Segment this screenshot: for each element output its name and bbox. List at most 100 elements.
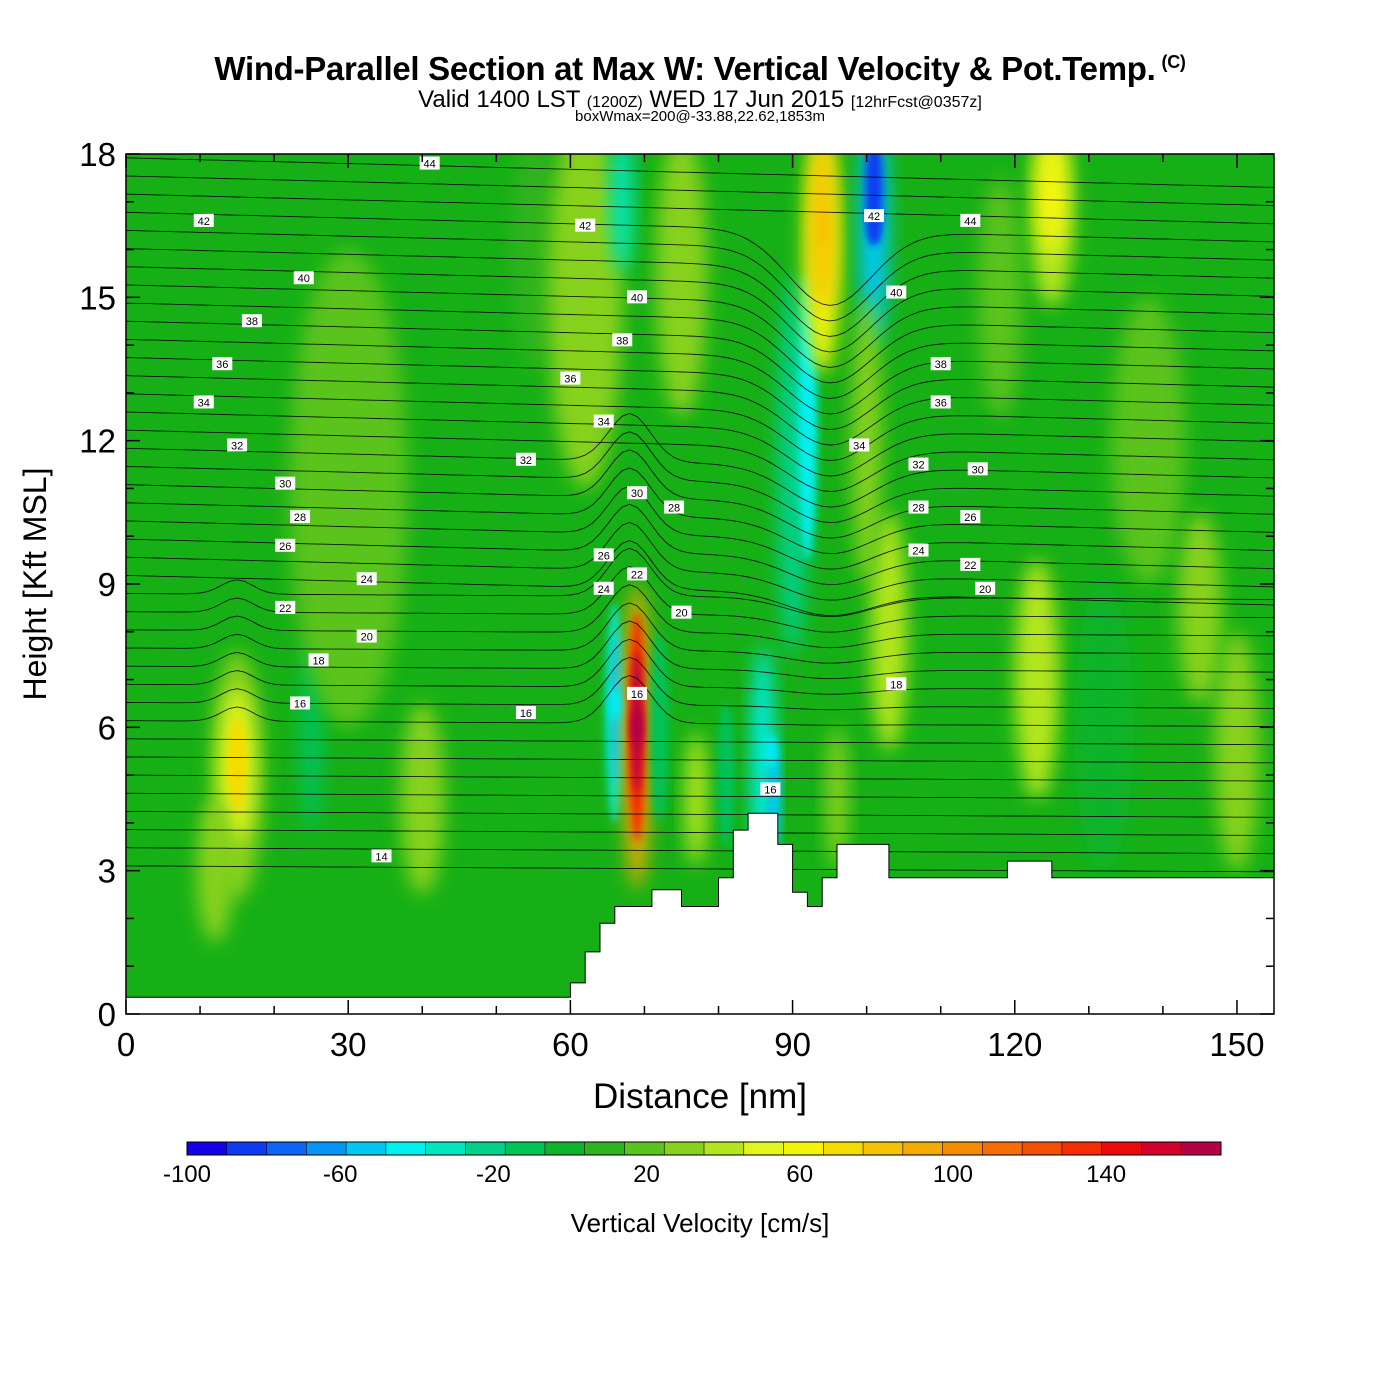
colorbar-tick-label: -20 — [476, 1161, 511, 1188]
theta-contour — [126, 467, 1274, 555]
theta-label-box — [515, 452, 536, 466]
colorbar-swatch — [266, 1142, 307, 1155]
theta-label: 28 — [664, 500, 685, 515]
valid-lst: Valid 1400 LST — [418, 86, 581, 113]
theta-label-box — [886, 677, 907, 691]
theta-label-box — [960, 510, 981, 524]
theta-contour — [126, 193, 1274, 225]
theta-contour — [126, 847, 1274, 855]
theta-label: 16 — [627, 686, 648, 701]
theta-label: 18 — [308, 653, 329, 667]
theta-contour — [126, 320, 1274, 399]
theta-contour — [126, 266, 1274, 353]
forecast-info: [12hrFcst@0357z] — [850, 94, 982, 111]
chart-title: Wind-Parallel Section at Max W: Vertical… — [0, 50, 1400, 88]
theta-label-box — [356, 629, 377, 643]
theta-label-box — [212, 357, 233, 371]
theta-label-box — [419, 156, 440, 170]
theta-contour — [126, 485, 1274, 570]
theta-label-box — [290, 510, 311, 524]
theta-label: 30 — [627, 486, 648, 500]
theta-contour — [126, 810, 1274, 818]
w-blob — [825, 727, 849, 871]
w-blob — [685, 732, 708, 866]
colorbar-swatch — [743, 1142, 785, 1155]
theta-label-text: 32 — [520, 455, 532, 467]
theta-label-text: 38 — [935, 359, 947, 371]
colorbar-swatch — [863, 1142, 904, 1155]
theta-label: 36 — [560, 371, 581, 386]
theta-label-box — [290, 696, 311, 710]
theta-label-text: 18 — [890, 679, 902, 691]
theta-label-text: 16 — [764, 784, 776, 796]
y-tick-label: 0 — [98, 996, 116, 1033]
theta-label-box — [864, 209, 885, 223]
valid-date: WED 17 Jun 2015 — [649, 86, 845, 113]
theta-label-box — [593, 414, 614, 428]
theta-label-box — [593, 581, 614, 595]
theta-label-text: 14 — [375, 851, 387, 863]
theta-label-text: 28 — [668, 503, 680, 515]
theta-label-box — [308, 653, 329, 667]
theta-label-box — [627, 290, 648, 304]
theta-label-box — [760, 782, 781, 796]
theta-label-text: 36 — [564, 374, 576, 386]
chart-title-text: Wind-Parallel Section at Max W: Vertical… — [214, 50, 1156, 87]
theta-label: 28 — [908, 500, 929, 515]
w-blob — [611, 154, 634, 274]
theta-contour — [126, 503, 1274, 586]
theta-contour — [126, 547, 1274, 618]
x-tick-label: 60 — [552, 1026, 589, 1063]
theta-label: 22 — [627, 567, 648, 581]
theta-label: 44 — [419, 156, 440, 171]
theta-contour — [126, 284, 1274, 368]
theta-label-text: 20 — [675, 608, 687, 620]
theta-label-box — [356, 572, 377, 586]
w-blob — [288, 249, 408, 728]
theta-contour — [126, 449, 1274, 539]
colorbar-swatch — [624, 1142, 665, 1155]
theta-label-text: 32 — [231, 440, 243, 452]
theta-label-box — [664, 500, 685, 514]
w-blob — [655, 154, 708, 417]
w-feature-updraft-right — [1045, 183, 1058, 220]
theta-contour — [126, 540, 1274, 617]
theta-label-text: 40 — [631, 292, 643, 304]
velocity-field — [196, 154, 1260, 943]
theta-contour — [126, 211, 1274, 306]
theta-label: 38 — [612, 333, 633, 347]
theta-contour — [126, 157, 1274, 188]
theta-label-text: 34 — [853, 440, 865, 452]
colorbar-swatch — [823, 1142, 864, 1155]
theta-label-text: 40 — [298, 273, 310, 285]
theta-label-text: 44 — [964, 216, 976, 228]
theta-label-text: 36 — [216, 359, 228, 371]
x-tick-label: 0 — [117, 1026, 135, 1063]
theta-label-text: 24 — [598, 584, 610, 596]
copyright-mark: (C) — [1161, 52, 1186, 72]
x-axis-label: Distance [nm] — [593, 1077, 807, 1116]
theta-label-box — [275, 600, 296, 614]
colorbar-swatch — [465, 1142, 506, 1155]
theta-label: 40 — [886, 285, 907, 300]
theta-label-box — [515, 706, 536, 719]
colorbar-swatch — [982, 1142, 1023, 1155]
theta-label-box — [908, 457, 929, 471]
x-tick-label: 90 — [774, 1026, 811, 1063]
colorbar-swatch — [425, 1142, 466, 1155]
theta-contour — [126, 413, 1274, 508]
theta-contour — [126, 429, 1274, 492]
theta-label-text: 30 — [279, 479, 291, 491]
box-info: boxWmax=200@-33.88,22.62,1853m — [575, 108, 825, 125]
theta-contour — [126, 357, 1274, 430]
theta-label-box — [612, 333, 633, 347]
colorbar-swatch — [1181, 1142, 1222, 1155]
theta-label-text: 16 — [520, 708, 532, 720]
theta-contour — [126, 738, 1274, 746]
theta-label: 26 — [960, 510, 981, 524]
colorbar-swatch — [942, 1142, 983, 1155]
theta-label: 22 — [275, 600, 296, 615]
